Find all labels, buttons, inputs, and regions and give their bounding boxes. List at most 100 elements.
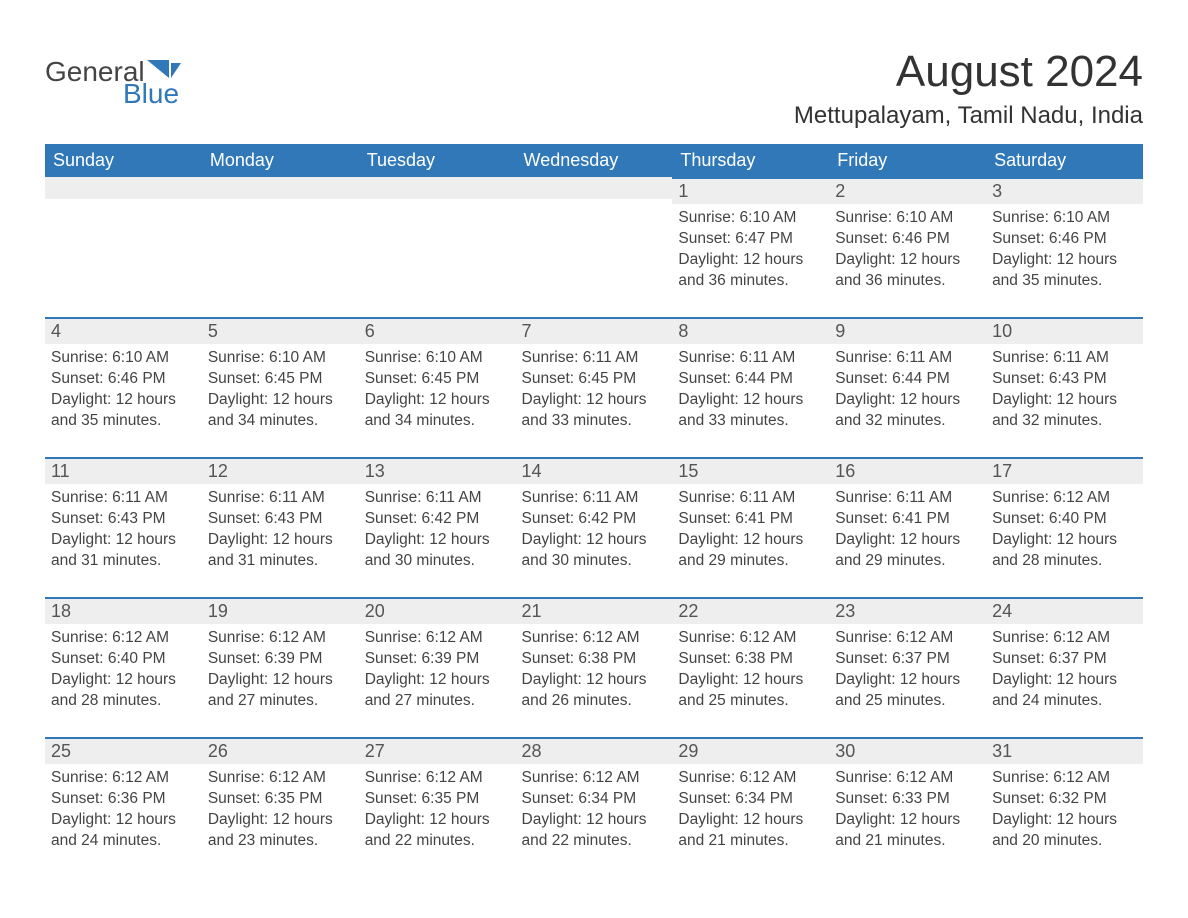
- sunset-line: Sunset: 6:45 PM: [522, 369, 667, 390]
- calendar-day-cell: 16Sunrise: 6:11 AMSunset: 6:41 PMDayligh…: [829, 457, 986, 597]
- sunset-line: Sunset: 6:39 PM: [208, 649, 353, 670]
- day-number: 23: [835, 601, 855, 621]
- sunrise-line: Sunrise: 6:12 AM: [522, 768, 667, 789]
- sunset-line: Sunset: 6:35 PM: [365, 789, 510, 810]
- day-number-row: 30: [829, 737, 986, 764]
- sunset-line: Sunset: 6:38 PM: [678, 649, 823, 670]
- day-header: Tuesday: [359, 144, 516, 177]
- calendar-week-row: 11Sunrise: 6:11 AMSunset: 6:43 PMDayligh…: [45, 457, 1143, 597]
- calendar-day-cell: 14Sunrise: 6:11 AMSunset: 6:42 PMDayligh…: [516, 457, 673, 597]
- sunrise-line: Sunrise: 6:11 AM: [522, 488, 667, 509]
- day-header: Saturday: [986, 144, 1143, 177]
- day-content: Sunrise: 6:11 AMSunset: 6:43 PMDaylight:…: [986, 344, 1143, 444]
- sunrise-line: Sunrise: 6:12 AM: [835, 628, 980, 649]
- sunset-line: Sunset: 6:37 PM: [992, 649, 1137, 670]
- sunrise-line: Sunrise: 6:11 AM: [992, 348, 1137, 369]
- sunrise-line: Sunrise: 6:12 AM: [678, 628, 823, 649]
- day-number: 30: [835, 741, 855, 761]
- day-content: Sunrise: 6:10 AMSunset: 6:46 PMDaylight:…: [986, 204, 1143, 304]
- calendar-day-cell: 3 Sunrise: 6:10 AMSunset: 6:46 PMDaylight…: [986, 177, 1143, 317]
- day-content: Sunrise: 6:12 AMSunset: 6:40 PMDaylight:…: [45, 624, 202, 724]
- sunset-line: Sunset: 6:45 PM: [208, 369, 353, 390]
- day-content: Sunrise: 6:12 AMSunset: 6:32 PMDaylight:…: [986, 764, 1143, 864]
- daylight-line: Daylight: 12 hours and 30 minutes.: [365, 530, 510, 572]
- day-number-row: 16: [829, 457, 986, 484]
- day-number: 26: [208, 741, 228, 761]
- day-number-row: 14: [516, 457, 673, 484]
- sunrise-line: Sunrise: 6:12 AM: [522, 628, 667, 649]
- sunrise-line: Sunrise: 6:12 AM: [51, 628, 196, 649]
- day-content: Sunrise: 6:12 AMSunset: 6:39 PMDaylight:…: [202, 624, 359, 724]
- daylight-line: Daylight: 12 hours and 31 minutes.: [51, 530, 196, 572]
- daylight-line: Daylight: 12 hours and 27 minutes.: [365, 670, 510, 712]
- day-number: 22: [678, 601, 698, 621]
- day-content: Sunrise: 6:11 AMSunset: 6:42 PMDaylight:…: [516, 484, 673, 584]
- daylight-line: Daylight: 12 hours and 33 minutes.: [522, 390, 667, 432]
- sunset-line: Sunset: 6:42 PM: [522, 509, 667, 530]
- day-header: Sunday: [45, 144, 202, 177]
- calendar-week-row: 25 Sunrise: 6:12 AM Sunset: 6:36 PM Dayligh…: [45, 737, 1143, 877]
- day-number-row: 31: [986, 737, 1143, 764]
- day-number-row: 2: [829, 177, 986, 204]
- day-number-row: 27: [359, 737, 516, 764]
- empty-day-header: [359, 177, 516, 199]
- daylight-line: Daylight: 12 hours and 26 minutes.: [522, 670, 667, 712]
- daylight-line: Daylight: 12 hours and 33 minutes.: [678, 390, 823, 432]
- sunrise-line: Sunrise: 6:11 AM: [678, 348, 823, 369]
- sunset-line: Sunset: 6:38 PM: [522, 649, 667, 670]
- daylight-line: Daylight: 12 hours and 25 minutes.: [835, 670, 980, 712]
- day-content: Sunrise: 6:10 AMSunset: 6:45 PMDaylight:…: [359, 344, 516, 444]
- daylight-line: Daylight: 12 hours and 36 minutes.: [835, 250, 980, 292]
- daylight-line: Daylight: 12 hours and 30 minutes.: [522, 530, 667, 572]
- daylight-line: Daylight: 12 hours and 21 minutes.: [678, 810, 823, 852]
- calendar-day-cell: 23 Sunrise: 6:12 AMSunset: 6:37 PMDayligh…: [829, 597, 986, 737]
- calendar-day-cell: 28Sunrise: 6:12 AMSunset: 6:34 PMDayligh…: [516, 737, 673, 877]
- header: General Blue August 2024 Mettupalayam, T…: [45, 30, 1143, 130]
- calendar-day-cell: 20Sunrise: 6:12 AMSunset: 6:39 PMDayligh…: [359, 597, 516, 737]
- daylight-line: Daylight: 12 hours and 22 minutes.: [365, 810, 510, 852]
- daylight-line: Daylight: 12 hours and 35 minutes.: [992, 250, 1137, 292]
- day-content: Sunrise: 6:12 AMSunset: 6:37 PMDaylight:…: [829, 624, 986, 724]
- day-number: 17: [992, 461, 1012, 481]
- day-number: 16: [835, 461, 855, 481]
- calendar-day-cell: 26Sunrise: 6:12 AMSunset: 6:35 PMDayligh…: [202, 737, 359, 877]
- sunrise-line: Sunrise: 6:11 AM: [835, 348, 980, 369]
- day-number: 25: [51, 741, 71, 761]
- day-number-row: 4: [45, 317, 202, 344]
- day-number: 10: [992, 321, 1012, 341]
- day-content: Sunrise: 6:10 AMSunset: 6:46 PMDaylight:…: [829, 204, 986, 304]
- sunset-line: Sunset: 6:46 PM: [992, 229, 1137, 250]
- sunrise-line: Sunrise: 6:12 AM: [992, 768, 1137, 789]
- calendar-day-cell: [359, 177, 516, 317]
- daylight-line: Daylight: 12 hours and 36 minutes.: [678, 250, 823, 292]
- daylight-line: Daylight: 12 hours and 27 minutes.: [208, 670, 353, 712]
- day-content: Sunrise: 6:12 AMSunset: 6:38 PMDaylight:…: [672, 624, 829, 724]
- sunset-line: Sunset: 6:32 PM: [992, 789, 1137, 810]
- day-number: 1: [678, 181, 688, 201]
- sunset-line: Sunset: 6:35 PM: [208, 789, 353, 810]
- sunrise-line: Sunrise: 6:12 AM: [992, 488, 1137, 509]
- day-number: 3: [992, 181, 1002, 201]
- daylight-line: Daylight: 12 hours and 24 minutes.: [992, 670, 1137, 712]
- day-number-row: 5: [202, 317, 359, 344]
- sunset-line: Sunset: 6:37 PM: [835, 649, 980, 670]
- sunset-line: Sunset: 6:44 PM: [835, 369, 980, 390]
- day-number: 8: [678, 321, 688, 341]
- sunset-line: Sunset: 6:43 PM: [208, 509, 353, 530]
- calendar-day-cell: 6Sunrise: 6:10 AMSunset: 6:45 PMDaylight…: [359, 317, 516, 457]
- daylight-line: Daylight: 12 hours and 29 minutes.: [835, 530, 980, 572]
- sunset-line: Sunset: 6:45 PM: [365, 369, 510, 390]
- sunset-line: Sunset: 6:36 PM: [51, 789, 196, 810]
- day-number-row: 13: [359, 457, 516, 484]
- calendar-day-cell: 7Sunrise: 6:11 AMSunset: 6:45 PMDaylight…: [516, 317, 673, 457]
- day-number: 27: [365, 741, 385, 761]
- sunset-line: Sunset: 6:44 PM: [678, 369, 823, 390]
- day-content: Sunrise: 6:12 AMSunset: 6:35 PMDaylight:…: [359, 764, 516, 864]
- day-number: 28: [522, 741, 542, 761]
- day-number-row: 21: [516, 597, 673, 624]
- sunrise-line: Sunrise: 6:10 AM: [365, 348, 510, 369]
- sunrise-line: Sunrise: 6:10 AM: [208, 348, 353, 369]
- daylight-line: Daylight: 12 hours and 29 minutes.: [678, 530, 823, 572]
- day-number-row: 6: [359, 317, 516, 344]
- day-number: 21: [522, 601, 542, 621]
